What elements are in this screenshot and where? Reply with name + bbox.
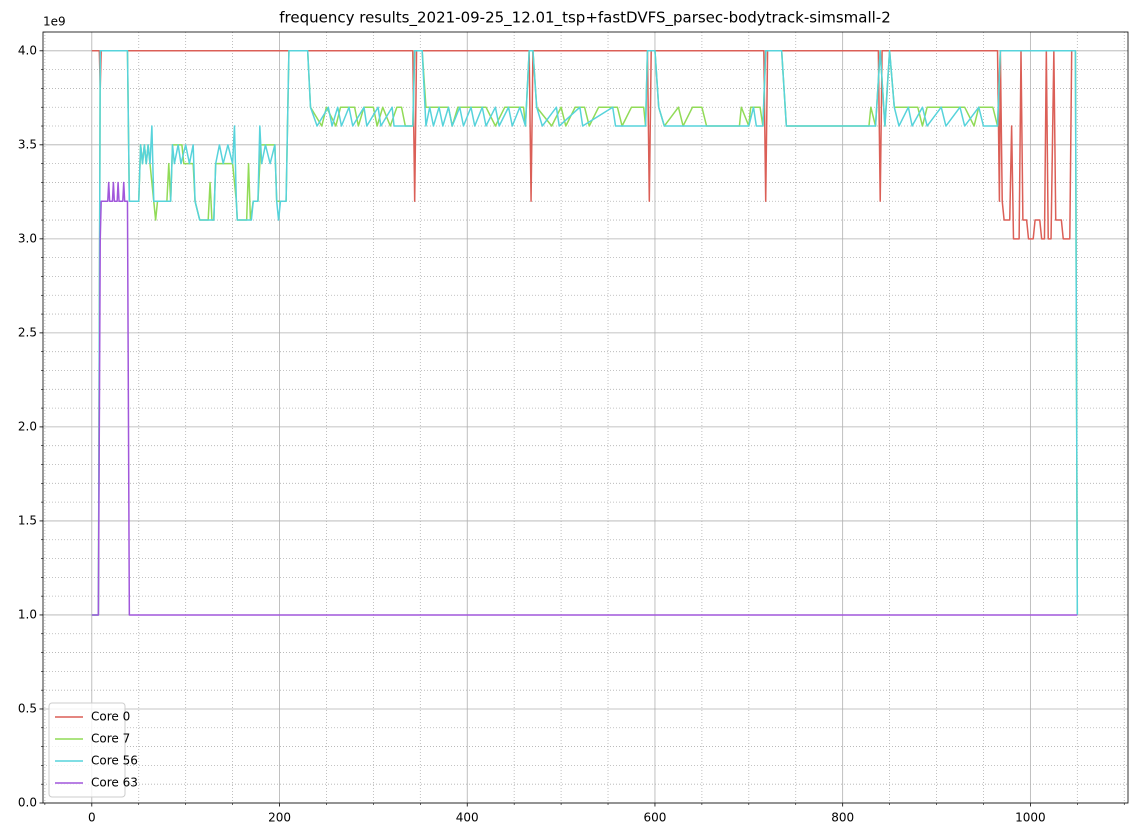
x-tick-label: 200 [268, 811, 291, 825]
x-tick-label: 1000 [1015, 811, 1046, 825]
legend-box [48, 702, 126, 798]
legend-label: Core 56 [91, 754, 138, 768]
series-line [91, 50, 1079, 616]
y-tick-label: 3.0 [18, 231, 37, 245]
series-line [91, 181, 1078, 616]
legend-label: Core 7 [91, 732, 130, 746]
chart-title: frequency results_2021-09-25_12.01_tsp+f… [279, 9, 891, 28]
y-tick-label: 3.5 [18, 137, 37, 151]
axes-frame [42, 31, 1129, 804]
x-tick-label: 800 [831, 811, 854, 825]
y-tick-label: 0.5 [18, 701, 37, 715]
y-tick-label: 2.5 [18, 325, 37, 339]
legend-label: Core 63 [91, 776, 138, 790]
y-tick-label: 2.0 [18, 419, 37, 433]
series-line [91, 50, 1074, 240]
y-tick-label: 1.0 [18, 607, 37, 621]
x-tick-label: 0 [88, 811, 96, 825]
y-offset-label: 1e9 [43, 15, 66, 29]
y-tick-label: 0.0 [18, 796, 37, 810]
legend-label: Core 0 [91, 710, 130, 724]
y-tick-label: 4.0 [18, 43, 37, 57]
y-tick-label: 1.5 [18, 513, 37, 527]
x-tick-label: 400 [456, 811, 479, 825]
x-tick-label: 600 [644, 811, 667, 825]
